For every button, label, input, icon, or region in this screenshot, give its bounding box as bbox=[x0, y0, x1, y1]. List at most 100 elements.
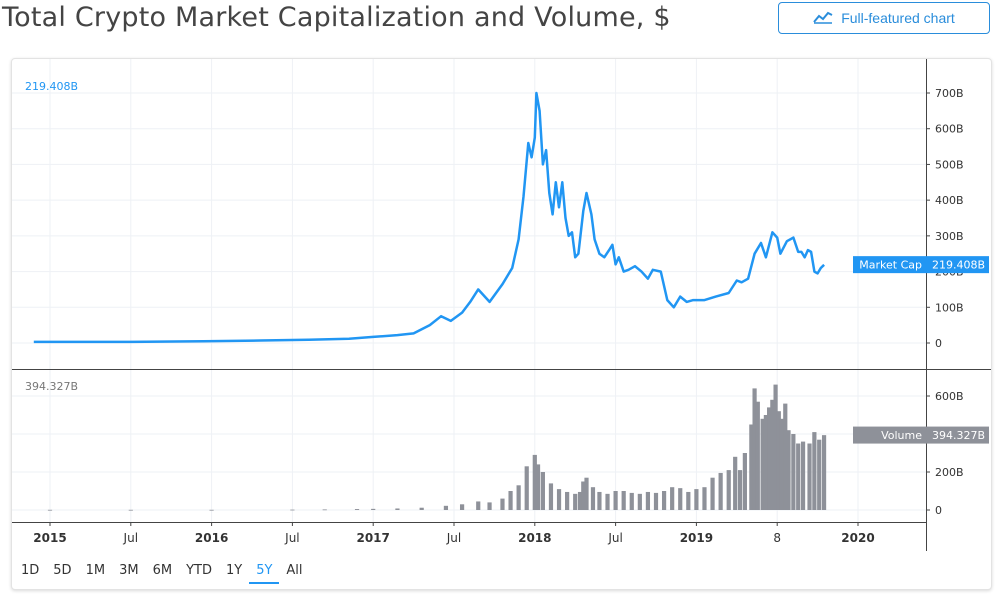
volume-bar bbox=[565, 491, 570, 510]
volume-bar bbox=[817, 439, 822, 510]
volume-bar bbox=[718, 472, 723, 510]
volume-bar bbox=[548, 483, 554, 510]
volume-bar bbox=[47, 509, 53, 511]
volume-bar bbox=[796, 443, 801, 510]
cap-y-tick-label: 500B bbox=[935, 158, 964, 171]
market-cap-price-tag-bg bbox=[853, 256, 989, 274]
volume-bar bbox=[524, 466, 529, 510]
cap-y-tick-label: 400B bbox=[935, 194, 964, 207]
volume-bar bbox=[807, 443, 812, 510]
volume-bar bbox=[752, 388, 757, 510]
volume-y-tick-label: 200B bbox=[935, 466, 964, 479]
volume-bar bbox=[749, 424, 754, 510]
volume-bar bbox=[770, 399, 775, 510]
volume-bar bbox=[290, 509, 295, 511]
volume-legend-value: 394.327B bbox=[25, 380, 78, 393]
volume-bar bbox=[487, 502, 492, 510]
volume-bar bbox=[573, 493, 578, 510]
range-button-all[interactable]: All bbox=[286, 563, 303, 578]
x-tick-label: 2015 bbox=[33, 531, 66, 545]
volume-bar bbox=[800, 441, 806, 510]
volume-bar bbox=[540, 472, 545, 510]
volume-bar bbox=[476, 501, 481, 510]
range-button-ytd[interactable]: YTD bbox=[186, 563, 212, 578]
volume-bar bbox=[742, 453, 747, 510]
x-tick-label: Jul bbox=[123, 531, 138, 545]
volume-bar bbox=[812, 432, 817, 510]
volume-bar bbox=[597, 491, 602, 510]
market-cap-line bbox=[33, 91, 825, 344]
x-tick-label: Jul bbox=[607, 531, 622, 545]
volume-bar bbox=[371, 508, 376, 510]
volume-bar bbox=[605, 493, 610, 510]
volume-bar bbox=[702, 487, 707, 510]
x-tick-label: 2016 bbox=[195, 531, 228, 545]
volume-bar bbox=[776, 411, 781, 510]
cap-y-tick-label: 600B bbox=[935, 123, 964, 136]
volume-bar bbox=[779, 418, 785, 510]
volume-bar bbox=[737, 470, 743, 510]
volume-bar bbox=[763, 415, 768, 510]
volume-bar bbox=[584, 477, 589, 510]
volume-bar bbox=[661, 491, 667, 510]
volume-bar bbox=[419, 507, 424, 510]
volume-y-tick-label: 600B bbox=[935, 390, 964, 403]
volume-bar bbox=[443, 505, 449, 510]
cap-y-tick-label: 300B bbox=[935, 230, 964, 243]
x-tick-label: 2017 bbox=[356, 531, 389, 545]
range-selector: 1D 5D 1M 3M 6M YTD 1Y 5Y All bbox=[14, 562, 310, 584]
volume-bar bbox=[581, 481, 586, 510]
range-button-1d[interactable]: 1D bbox=[21, 563, 40, 578]
volume-bar bbox=[395, 508, 400, 510]
volume-bar bbox=[556, 489, 562, 510]
market-cap-price-tag: Market Cap 219.408B bbox=[853, 256, 989, 274]
cap-y-tick-label: 700B bbox=[935, 87, 964, 100]
range-button-5d[interactable]: 5D bbox=[53, 563, 72, 578]
volume-bar bbox=[645, 491, 651, 510]
x-tick-label: 2020 bbox=[841, 531, 874, 545]
volume-bar bbox=[629, 492, 634, 510]
volume-bar bbox=[209, 509, 214, 511]
chart-card[interactable]: 0100B200B300B400B500B600B700B0200B400B60… bbox=[11, 58, 992, 590]
volume-bar bbox=[621, 491, 626, 510]
page-title: Total Crypto Market Capitalization and V… bbox=[2, 2, 671, 33]
x-tick-label: Jul bbox=[284, 531, 299, 545]
cap-y-tick-label: 0 bbox=[935, 337, 942, 350]
market-chart[interactable]: 0100B200B300B400B500B600B700B0200B400B60… bbox=[12, 59, 992, 590]
volume-bar bbox=[694, 489, 699, 510]
volume-bar bbox=[532, 454, 537, 510]
x-tick-label: 2018 bbox=[518, 531, 551, 545]
range-button-6m[interactable]: 6M bbox=[152, 563, 173, 578]
range-button-5y[interactable]: 5Y bbox=[249, 562, 280, 584]
volume-bar bbox=[637, 493, 642, 510]
range-button-3m[interactable]: 3M bbox=[119, 563, 139, 578]
volume-bar bbox=[508, 491, 513, 510]
volume-bar bbox=[516, 485, 521, 510]
volume-bar bbox=[786, 430, 791, 510]
volume-bar bbox=[670, 487, 675, 510]
volume-bar bbox=[613, 491, 618, 510]
x-tick-label: Jul bbox=[446, 531, 461, 545]
range-button-1m[interactable]: 1M bbox=[85, 563, 106, 578]
volume-bar bbox=[773, 384, 778, 510]
market-cap-legend-value: 219.408B bbox=[25, 80, 78, 93]
volume-bar bbox=[678, 488, 683, 510]
volume-bar bbox=[760, 418, 765, 510]
range-button-1y[interactable]: 1Y bbox=[225, 563, 243, 578]
volume-bar bbox=[726, 470, 731, 510]
volume-bar bbox=[500, 498, 505, 510]
full-featured-chart-label: Full-featured chart bbox=[841, 10, 955, 26]
x-tick-label: 8 bbox=[773, 531, 781, 545]
x-tick-label: 2019 bbox=[680, 531, 713, 545]
volume-bar bbox=[354, 509, 360, 510]
volume-bar bbox=[535, 464, 541, 510]
volume-bar bbox=[322, 509, 327, 511]
volume-price-tag-name: Volume bbox=[881, 429, 922, 442]
volume-bar bbox=[733, 456, 738, 510]
volume-bar bbox=[755, 401, 760, 510]
volume-price-tag: Volume 394.327B bbox=[853, 426, 989, 444]
market-cap-price-tag-value: 219.408B bbox=[932, 259, 985, 272]
volume-bar bbox=[783, 403, 788, 510]
volume-bar bbox=[821, 435, 827, 510]
full-featured-chart-button[interactable]: Full-featured chart bbox=[778, 2, 990, 34]
